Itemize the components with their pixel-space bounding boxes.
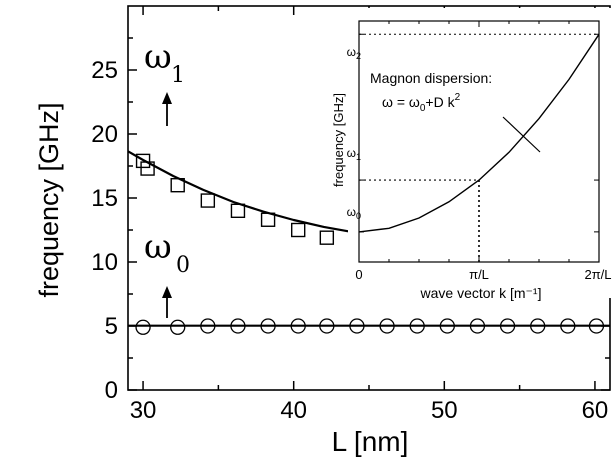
inset-xtick-1: π/L: [469, 267, 489, 282]
inset-annotation-pointer: [502, 116, 541, 153]
omega0-point: [588, 318, 605, 334]
y-tick-label: 20: [91, 121, 118, 148]
inset-ytick-omega0: ω0: [347, 205, 361, 221]
svg-text:ω: ω: [144, 37, 172, 77]
y-axis-label: frequency [GHz]: [34, 102, 64, 297]
svg-text:1: 1: [171, 63, 185, 88]
omega1-point: [200, 193, 216, 208]
omega1-annotation: ω 1: [144, 37, 185, 126]
y-tick-label: 0: [105, 377, 118, 404]
omega0-point: [260, 318, 276, 334]
inset-background: [348, 8, 612, 298]
omega1-point: [135, 153, 151, 169]
x-tick-label: 50: [431, 397, 458, 424]
omega0-point: [170, 319, 186, 335]
omega0-point: [379, 318, 395, 334]
inset-y-axis-label: frequency [GHz]: [331, 93, 346, 187]
inset-ytick-omega1: ω1: [347, 146, 361, 162]
omega1-arrowhead: [162, 92, 172, 104]
inset-series: [358, 33, 600, 262]
inset-ytick-omega2: ω2: [347, 45, 361, 61]
omega0-point: [439, 318, 455, 334]
inset-dispersion-curve: [358, 33, 600, 233]
omega0-point: [290, 318, 306, 334]
omega0-point: [530, 318, 546, 334]
omega0-point: [409, 318, 425, 334]
x-axis-label: L [nm]: [332, 426, 409, 457]
y-tick-label: 15: [91, 185, 118, 212]
y-tick-label: 5: [105, 313, 118, 340]
omega0-point: [319, 318, 335, 334]
inset: ω0 ω1 ω2 0 π/L 2π/L wave vector k [m⁻¹] …: [331, 8, 612, 301]
omega1-point: [260, 212, 276, 227]
inset-axis-ticks: [358, 21, 600, 262]
inset-annotation-equation: ω = ω0+D k2: [382, 92, 461, 114]
omega1-point: [170, 177, 185, 193]
x-tick-label: 40: [280, 397, 307, 424]
omega0-point: [230, 318, 246, 334]
svg-text:ω: ω: [144, 227, 172, 267]
omega1-point: [319, 230, 335, 245]
inset-annotation-title: Magnon dispersion:: [370, 70, 492, 86]
x-tick-label: 30: [130, 397, 157, 424]
omega0-point: [200, 318, 216, 334]
inset-x-axis-label: wave vector k [m⁻¹]: [420, 285, 542, 301]
omega0-annotation: ω 0: [144, 227, 190, 318]
y-tick-label: 25: [91, 57, 118, 84]
inset-xtick-2: 2π/L: [584, 267, 611, 282]
x-tick-label: 60: [582, 397, 609, 424]
omega0-arrowhead: [162, 286, 172, 298]
omega1-point: [291, 222, 306, 238]
svg-text:0: 0: [176, 253, 190, 278]
omega1-point: [140, 161, 155, 176]
omega0-point: [560, 318, 576, 334]
omega0-point: [469, 318, 486, 334]
omega1-point: [230, 203, 246, 219]
omega0-point: [135, 319, 151, 335]
omega0-point: [499, 318, 516, 334]
omega0-point: [349, 318, 365, 334]
inset-xtick-0: 0: [355, 267, 362, 282]
y-tick-label: 10: [91, 249, 118, 276]
